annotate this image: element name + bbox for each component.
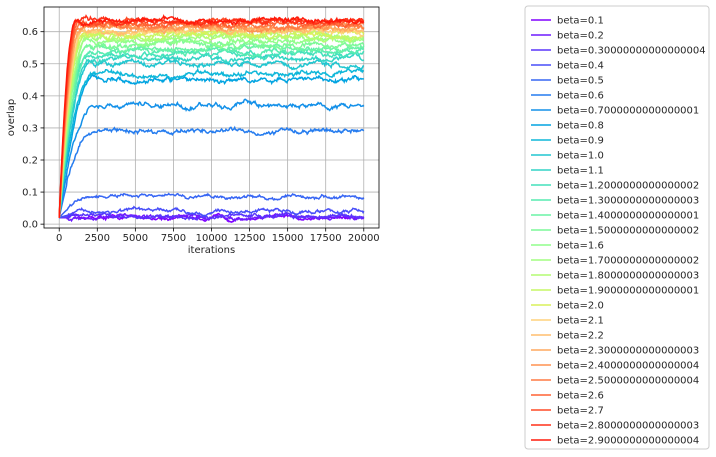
axes: 0 2500 5000 7500 10000 12500 15000 17500 20000 0.…: [22, 27, 380, 244]
legend-label: beta=1.5000000000000002: [557, 226, 699, 237]
y-axis-label: overlap: [6, 99, 17, 137]
legend-label: beta=1.6: [557, 241, 604, 252]
legend-label: beta=2.8000000000000003: [557, 421, 699, 432]
series-line: [58, 51, 365, 218]
y-tick-label: 0.5: [22, 59, 38, 70]
legend-label: beta=0.1: [557, 16, 604, 27]
series-line: [58, 48, 365, 218]
x-axis-label: iterations: [188, 245, 235, 256]
legend-label: beta=2.6: [557, 391, 604, 402]
legend-label: beta=2.5000000000000004: [557, 376, 699, 387]
x-tick-label: 15000: [272, 233, 304, 244]
legend-label: beta=2.2: [557, 331, 604, 342]
x-tick-label: 10000: [196, 233, 228, 244]
legend-label: beta=0.5: [557, 76, 604, 87]
legend-label: beta=1.2000000000000002: [557, 181, 699, 192]
legend-label: beta=1.0: [557, 151, 604, 162]
legend-frame: [524, 5, 710, 450]
series-line: [58, 26, 364, 218]
y-tick-label: 0.6: [22, 27, 38, 38]
legend-label: beta=2.4000000000000004: [557, 361, 699, 372]
legend-label: beta=1.4000000000000001: [557, 211, 699, 222]
legend-label: beta=1.9000000000000001: [557, 286, 699, 297]
series-line: [58, 73, 365, 218]
x-tick-label: 20000: [348, 233, 380, 244]
legend-label: beta=0.7000000000000001: [557, 106, 699, 117]
y-tick-label: 0.1: [22, 188, 38, 199]
series-line: [58, 42, 365, 218]
y-tick-label: 0.4: [22, 91, 38, 102]
y-tick-label: 0.2: [22, 156, 38, 167]
legend-label: beta=0.2: [557, 31, 604, 42]
legend-label: beta=0.6: [557, 91, 604, 102]
series-line: [58, 98, 365, 218]
legend-label: beta=2.9000000000000004: [557, 436, 699, 447]
x-tick-label: 17500: [310, 233, 342, 244]
legend-label: beta=1.8000000000000003: [557, 271, 699, 282]
legend-label: beta=0.30000000000000004: [557, 46, 706, 57]
x-tick-label: 7500: [161, 233, 186, 244]
series-line: [58, 125, 365, 218]
y-tick-label: 0.0: [22, 220, 38, 231]
legend-label: beta=1.1: [557, 166, 604, 177]
x-tick-label: 2500: [85, 233, 110, 244]
legend-label: beta=0.9: [557, 136, 604, 147]
series-line: [58, 205, 365, 219]
legend-label: beta=0.4: [557, 61, 604, 72]
x-tick-label: 5000: [123, 233, 148, 244]
x-tick-label: 0: [56, 233, 62, 244]
series-lines: [58, 13, 365, 224]
legend-label: beta=1.7000000000000002: [557, 256, 699, 267]
series-line: [58, 58, 365, 218]
legend-label: beta=0.8: [557, 121, 604, 132]
legend-label: beta=2.3000000000000003: [557, 346, 699, 357]
y-tick-label: 0.3: [22, 123, 38, 134]
series-line: [58, 66, 365, 218]
legend-label: beta=2.0: [557, 301, 604, 312]
series-line: [58, 192, 365, 219]
legend-label: beta=2.7: [557, 406, 604, 417]
legend: beta=0.1 beta=0.2 beta=0.30000000000000004…: [524, 5, 710, 450]
series-line: [58, 36, 365, 218]
legend-label: beta=2.1: [557, 316, 604, 327]
series-line: [58, 29, 364, 218]
series-line: [58, 13, 365, 218]
legend-label: beta=1.3000000000000003: [557, 196, 699, 207]
x-tick-label: 12500: [234, 233, 266, 244]
